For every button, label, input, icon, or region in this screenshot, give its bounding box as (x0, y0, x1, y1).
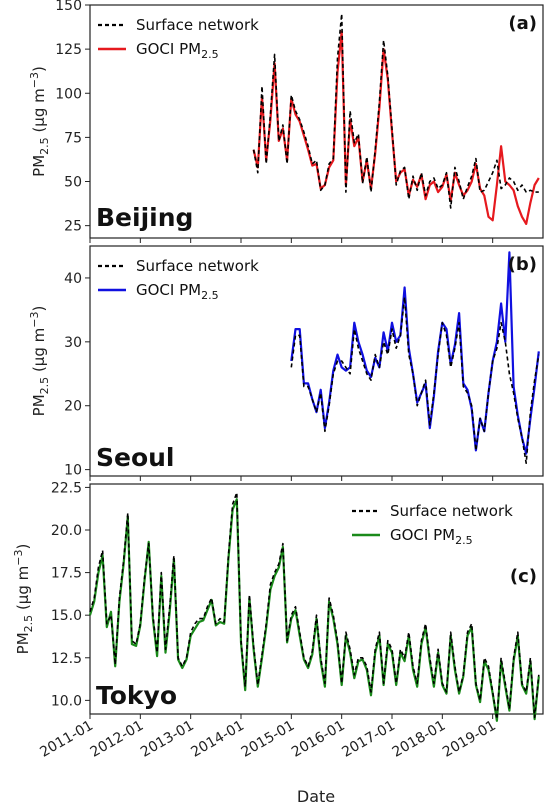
y-tick-label: 17.5 (51, 566, 82, 582)
y-tick-label: 12.5 (51, 651, 82, 667)
y-tick-label: 40 (64, 271, 82, 287)
y-tick-label: 10 (64, 463, 82, 479)
panel-beijing: 25 50 75 100 125 150 PM2.5 (μg m−3) Beijing (a) S… (28, 0, 543, 243)
x-tick-label: 2013-01 (138, 718, 197, 761)
legend: Surface network GOCI PM2.5 (98, 16, 259, 61)
x-tick-label: 2014-01 (188, 718, 247, 761)
city-label: Tokyo (96, 681, 177, 710)
y-tick-label: 20.0 (51, 523, 82, 539)
series-line-surface-network (291, 297, 539, 463)
city-label: Seoul (96, 443, 175, 472)
y-axis-label: PM2.5 (μg m−3) (28, 66, 51, 177)
legend-entry: Surface network (136, 16, 259, 34)
y-tick-label: 20 (64, 399, 82, 415)
y-tick-label: 22.5 (51, 480, 82, 496)
y-tick-label: 10.0 (51, 693, 82, 709)
legend: Surface network GOCI PM2.5 (352, 502, 513, 547)
panel-letter: (a) (508, 13, 537, 34)
y-axis-label: PM2.5 (μg m−3) (12, 544, 35, 655)
x-tick-label: 2012-01 (88, 718, 147, 761)
x-tick-label: 2018-01 (390, 718, 449, 761)
panel-tokyo: 10.0 12.5 15.0 17.5 20.0 22.5 PM2.5 (μg m−3) To… (12, 480, 543, 720)
series-line-surface-network (254, 14, 539, 208)
y-tick-label: 150 (55, 0, 82, 14)
legend-entry: Surface network (390, 502, 513, 520)
y-tick-label: 30 (64, 335, 82, 351)
legend-entry: GOCI PM2.5 (136, 40, 219, 61)
panel-letter: (b) (508, 254, 537, 275)
y-tick-label: 50 (64, 175, 82, 191)
x-axis-label: Date (297, 787, 335, 806)
x-tick-label: 2016-01 (289, 718, 348, 761)
panel-seoul: 10 20 30 40 PM2.5 (μg m−3) Seoul (b) Surface ne… (28, 246, 543, 481)
x-tick-label: 2015-01 (239, 718, 298, 761)
y-tick-label: 15.0 (51, 608, 82, 624)
legend-entry: GOCI PM2.5 (136, 281, 219, 302)
series-line-goci (254, 32, 539, 224)
y-tick-label: 125 (55, 42, 82, 58)
y-axis-label: PM2.5 (μg m−3) (28, 306, 51, 417)
x-tick-label: 2017-01 (339, 718, 398, 761)
y-tick-label: 25 (64, 219, 82, 235)
legend-entry: Surface network (136, 257, 259, 275)
panel-letter: (c) (510, 566, 537, 587)
legend: Surface network GOCI PM2.5 (98, 257, 259, 302)
y-tick-label: 75 (64, 130, 82, 146)
series-line-goci (291, 252, 539, 453)
y-tick-label: 100 (55, 86, 82, 102)
city-label: Beijing (96, 203, 193, 232)
legend-entry: GOCI PM2.5 (390, 526, 473, 547)
x-tick-label: 2011-01 (37, 718, 96, 761)
x-tick-label: 2019-01 (440, 718, 499, 761)
